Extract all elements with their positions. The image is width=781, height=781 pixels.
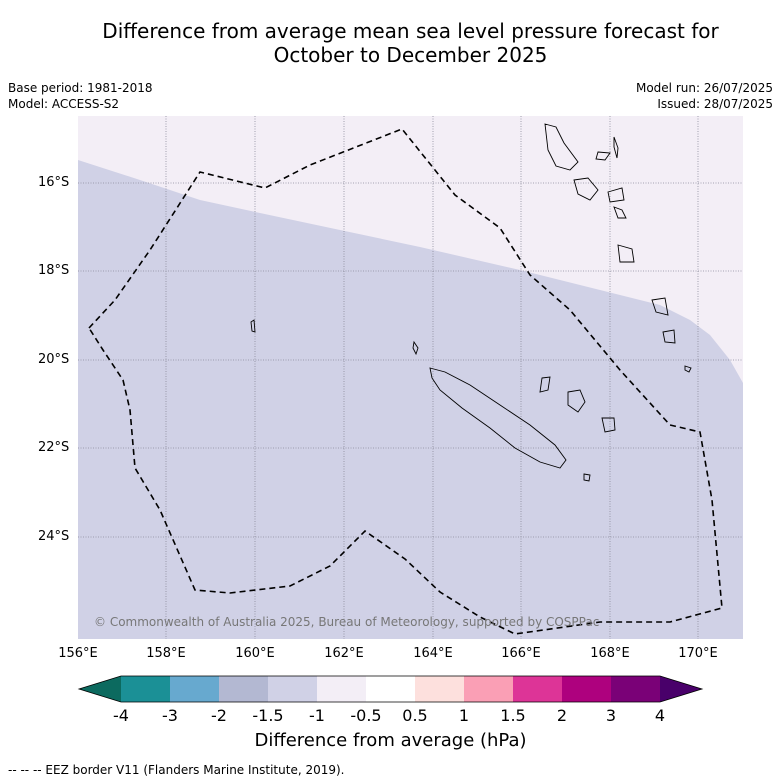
colorbar-segment <box>219 676 268 702</box>
colorbar-segment <box>170 676 219 702</box>
eez-border-note: -- -- -- EEZ border V11 (Flanders Marine… <box>8 763 345 777</box>
chesterfield-islands <box>250 319 256 333</box>
pentecost <box>613 136 619 159</box>
colorbar-segment <box>317 676 366 702</box>
colorbar-segment <box>268 676 317 702</box>
anomaly-fill-upper <box>78 116 743 383</box>
lat-label-24s: 24°S <box>38 529 70 544</box>
efate <box>607 187 625 203</box>
lon-label-156e: 156°E <box>58 646 98 661</box>
colorbar-segment <box>513 676 562 702</box>
model-label: Model: ACCESS-S2 <box>8 97 120 111</box>
colorbar-segments <box>77 675 704 703</box>
tanna <box>651 297 669 316</box>
colorbar-tick-label: 1.5 <box>500 706 526 725</box>
belep <box>412 340 419 356</box>
map-frame <box>78 116 743 639</box>
lon-label-162e: 162°E <box>324 646 364 661</box>
malekula <box>573 177 599 201</box>
matthew-island <box>684 365 692 373</box>
colorbar-tick-label: 0.5 <box>402 706 428 725</box>
coastlines <box>250 123 692 482</box>
model-run-label: Model run: 26/07/2025 <box>635 81 773 95</box>
new-caledonia-island <box>429 367 567 469</box>
issued-label: Issued: 28/07/2025 <box>657 97 773 111</box>
lat-label-18s: 18°S <box>38 263 70 278</box>
colorbar-tick-label: 1 <box>458 706 470 725</box>
espiritu-santo <box>544 123 579 171</box>
colorbar-tick-label: 4 <box>654 706 666 725</box>
colorbar-segment <box>415 676 464 702</box>
colorbar-extend-low <box>79 676 121 702</box>
lat-label-20s: 20°S <box>38 352 70 367</box>
lon-label-168e: 168°E <box>590 646 630 661</box>
isle-of-pines <box>583 473 591 482</box>
chart-title-line-1: Difference from average mean sea level p… <box>102 19 719 43</box>
lon-label-164e: 164°E <box>413 646 453 661</box>
colorbar-segment <box>366 676 415 702</box>
base-period-label: Base period: 1981-2018 <box>8 81 153 95</box>
colorbar-tick-label: -4 <box>113 706 129 725</box>
ouvea <box>539 376 551 393</box>
colorbar-tick-label: 3 <box>605 706 617 725</box>
erromango <box>617 244 635 263</box>
colorbar-title: Difference from average (hPa) <box>254 730 527 751</box>
colorbar-segment <box>562 676 611 702</box>
lon-label-160e: 160°E <box>235 646 275 661</box>
lat-label-22s: 22°S <box>38 440 70 455</box>
aneityum <box>662 329 676 344</box>
lon-label-170e: 170°E <box>678 646 718 661</box>
colorbar-tick-label: -1 <box>309 706 325 725</box>
ambae <box>595 151 611 161</box>
lat-label-16s: 16°S <box>38 175 70 190</box>
colorbar-segment <box>121 676 170 702</box>
chart-title-line-2: October to December 2025 <box>273 43 548 67</box>
colorbar-tick-label: 2 <box>556 706 568 725</box>
lon-label-166e: 166°E <box>501 646 541 661</box>
colorbar-tick-label: -2 <box>211 706 227 725</box>
colorbar-tick-label: -1.5 <box>252 706 284 725</box>
colorbar-extend-high <box>660 676 702 702</box>
epi-group <box>613 206 627 219</box>
colorbar-outline <box>77 675 704 703</box>
colorbar-tick-label: -0.5 <box>350 706 382 725</box>
lon-label-158e: 158°E <box>146 646 186 661</box>
lifou <box>567 389 586 413</box>
eez-border-line <box>87 128 723 635</box>
colorbar-segment <box>464 676 513 702</box>
copyright-notice: © Commonwealth of Australia 2025, Bureau… <box>94 615 599 629</box>
mare <box>601 417 616 433</box>
colorbar-tick-label: -3 <box>162 706 178 725</box>
colorbar-segment <box>611 676 660 702</box>
